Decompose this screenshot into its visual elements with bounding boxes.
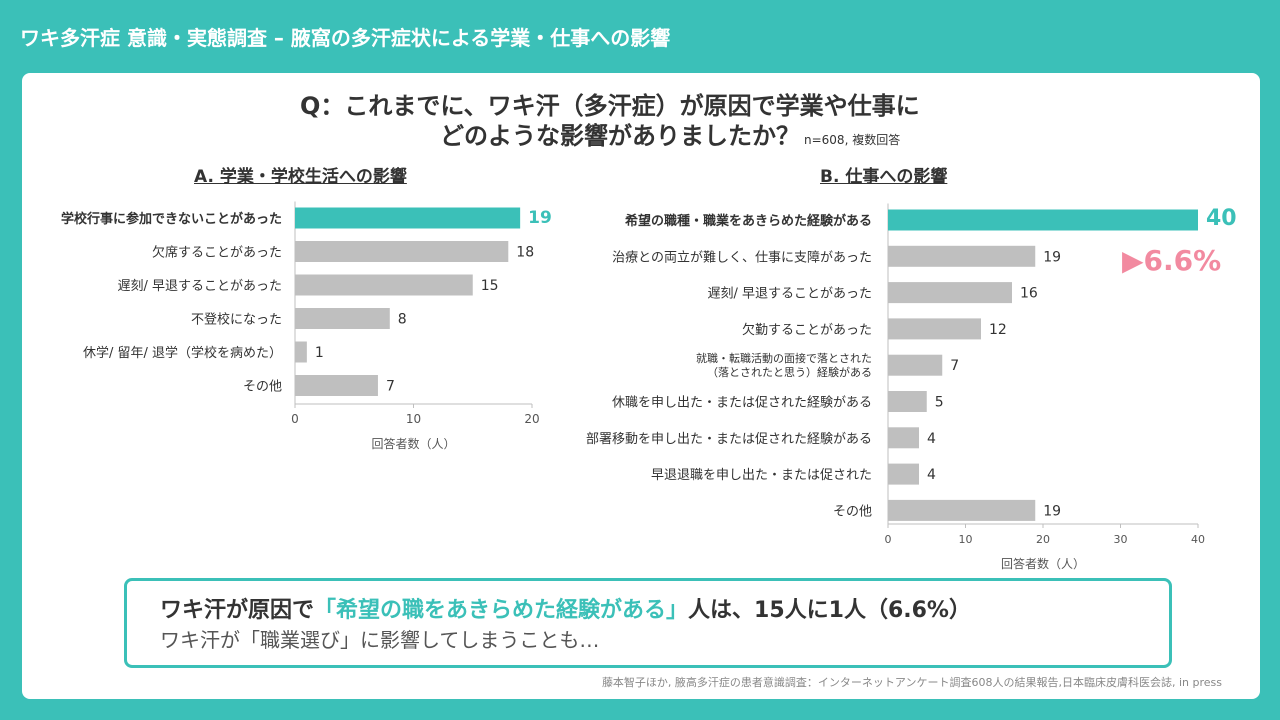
highlight-line-1: ワキ汗が原因で「希望の職をあきらめた経験がある」人は、15人に1人（6.6%） — [160, 592, 971, 624]
chart-a-bar — [295, 341, 307, 363]
chart-a-value-label: 15 — [481, 278, 499, 294]
chart-b-category-label: 治療との両立が難しく、仕事に支障があった — [612, 250, 872, 265]
question-line-2-text: どのような影響がありましたか？ — [440, 122, 800, 150]
chart-b-bar — [888, 463, 919, 485]
chart-a-value-label: 8 — [398, 312, 407, 328]
question-note: n=608, 複数回答 — [804, 133, 901, 147]
chart-a-title: A. 学業・学校生活への影響 — [194, 167, 407, 187]
chart-a-category-label: 学校行事に参加できないことがあった — [61, 211, 282, 227]
chart-b-category-label: 休職を申し出た・または促された経験がある — [612, 396, 872, 411]
highlight-pre: ワキ汗が原因で — [160, 598, 315, 623]
chart-b-value-label: 19 — [1043, 249, 1061, 265]
chart-a-value-label: 18 — [516, 245, 534, 261]
chart-b-value-label: 5 — [935, 395, 944, 411]
chart-a-bar — [295, 241, 509, 262]
chart-a-value-label: 19 — [528, 208, 552, 228]
chart-b-category-label: 早退退職を申し出た・または促された — [651, 468, 872, 483]
chart-a-category-label: その他 — [243, 380, 282, 395]
chart-b-category-label: 欠勤することがあった — [742, 322, 872, 338]
chart-a-tick-label: 10 — [406, 412, 421, 426]
chart-b-category-label: 遅刻/ 早退することがあった — [707, 287, 872, 302]
chart-a-category-label: 遅刻/ 早退することがあった — [117, 279, 282, 294]
chart-a-category-label: 不登校になった — [191, 312, 282, 328]
chart-b-bar — [888, 209, 1198, 231]
chart-a-category-label: 休学/ 留年/ 退学（学校を病めた） — [83, 345, 282, 361]
source-citation: 藤本智子ほか, 腋高多汗症の患者意識調査：インターネットアンケート調査608人の… — [601, 676, 1222, 689]
chart-b-bar — [888, 427, 919, 449]
chart-b-tick-label: 30 — [1114, 533, 1128, 546]
chart-b-category-label: （落とされたと思う）経験がある — [707, 365, 872, 379]
chart-a-x-axis-label: 回答者数（人） — [371, 436, 455, 451]
chart-b-value-label: 40 — [1206, 206, 1237, 231]
chart-b-value-label: 16 — [1020, 286, 1038, 302]
chart-a-tick-label: 20 — [524, 412, 539, 426]
chart-a-bar — [295, 274, 473, 296]
chart-b-bar — [888, 499, 1036, 521]
chart-b-tick-label: 10 — [959, 533, 973, 546]
chart-b-bar — [888, 245, 1036, 267]
page-title: ワキ多汗症 意識・実態調査 – 腋窩の多汗症状による学業・仕事への影響 — [20, 26, 671, 50]
chart-a-bar — [295, 308, 390, 329]
question-line-2: どのような影響がありましたか？ n=608, 複数回答 — [440, 116, 900, 151]
chart-b-bar — [888, 282, 1012, 304]
chart-b-category-label: 希望の職種・職業をあきらめた経験がある — [625, 213, 872, 229]
chart-a-bar — [295, 375, 378, 396]
chart-b-value-label: 12 — [989, 322, 1007, 338]
chart-b-value-label: 19 — [1043, 503, 1061, 519]
highlight-box — [124, 578, 1172, 668]
chart-b-category-label: 就職・転職活動の面接で落とされた — [696, 351, 872, 365]
chart-b-value-label: 4 — [927, 467, 936, 483]
highlight-post: 人は、15人に1人（6.6%） — [688, 598, 971, 623]
callout-percentage: ▶6.6% — [1122, 244, 1222, 277]
chart-a-bar — [295, 207, 521, 229]
highlight-line-2: ワキ汗が「職業選び」に影響してしまうことも… — [160, 628, 600, 652]
chart-b-value-label: 4 — [927, 431, 936, 447]
chart-b-category-label: その他 — [833, 504, 872, 519]
highlight-accent: 「希望の職をあきらめた経験がある」 — [314, 598, 689, 623]
chart-b-x-axis-label: 回答者数（人） — [1001, 556, 1085, 571]
chart-b-tick-label: 0 — [885, 533, 892, 546]
chart-a-value-label: 7 — [386, 379, 395, 395]
chart-b-value-label: 7 — [950, 358, 959, 374]
chart-b-bar — [888, 391, 927, 412]
chart-a-tick-label: 0 — [291, 412, 299, 426]
chart-b-tick-label: 20 — [1036, 533, 1050, 546]
chart-b-bar — [888, 354, 943, 376]
chart-b-tick-label: 40 — [1191, 533, 1205, 546]
chart-b-title: B. 仕事への影響 — [820, 167, 948, 187]
question-line-1: Q：これまでに、ワキ汗（多汗症）が原因で学業や仕事に — [300, 92, 920, 120]
chart-a-value-label: 1 — [315, 345, 324, 361]
chart-b-bar — [888, 318, 981, 340]
chart-b-category-label: 部署移動を申し出た・または促された経験がある — [586, 432, 872, 447]
chart-a-category-label: 欠席することがあった — [152, 245, 282, 261]
